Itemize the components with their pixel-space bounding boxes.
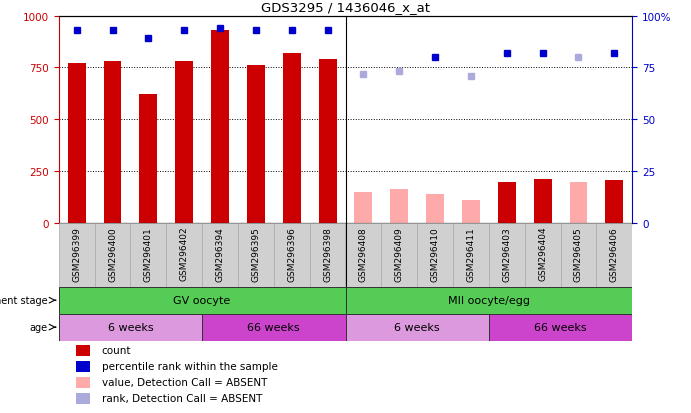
Bar (354, 192, 372, 223)
Bar (211, 31, 229, 223)
Bar (68, 64, 86, 223)
Bar (95, 223, 131, 287)
Text: count: count (102, 346, 131, 356)
Text: GSM296409: GSM296409 (395, 226, 404, 281)
Bar (76, 345, 91, 356)
Text: GSM296404: GSM296404 (538, 226, 547, 281)
Text: GSM296398: GSM296398 (323, 226, 332, 281)
Text: GSM296403: GSM296403 (502, 226, 511, 281)
Bar (498, 183, 515, 223)
Bar (59, 314, 202, 341)
Bar (131, 223, 167, 287)
Text: 6 weeks: 6 weeks (395, 322, 440, 332)
Bar (346, 223, 381, 287)
Text: GSM296400: GSM296400 (108, 226, 117, 281)
Text: GSM296395: GSM296395 (252, 226, 261, 281)
Text: value, Detection Call = ABSENT: value, Detection Call = ABSENT (102, 377, 267, 387)
Bar (462, 200, 480, 223)
Bar (596, 223, 632, 287)
Bar (283, 54, 301, 223)
Text: GV oocyte: GV oocyte (173, 295, 231, 306)
Text: GSM296405: GSM296405 (574, 226, 583, 281)
Text: 66 weeks: 66 weeks (534, 322, 587, 332)
Bar (533, 180, 551, 223)
Bar (59, 223, 95, 287)
Bar (310, 223, 346, 287)
Bar (140, 95, 158, 223)
Text: age: age (29, 322, 47, 332)
Text: GSM296399: GSM296399 (72, 226, 81, 281)
Bar (346, 287, 632, 314)
Bar (560, 223, 596, 287)
Bar (167, 223, 202, 287)
Bar (489, 223, 524, 287)
Bar (390, 190, 408, 223)
Text: GSM296396: GSM296396 (287, 226, 296, 281)
Bar (417, 223, 453, 287)
Bar (319, 60, 337, 223)
Bar (247, 66, 265, 223)
Bar (569, 183, 587, 223)
Bar (59, 287, 346, 314)
Text: percentile rank within the sample: percentile rank within the sample (102, 361, 278, 371)
Text: development stage: development stage (0, 295, 47, 306)
Title: GDS3295 / 1436046_x_at: GDS3295 / 1436046_x_at (261, 1, 430, 14)
Bar (238, 223, 274, 287)
Text: GSM296401: GSM296401 (144, 226, 153, 281)
Text: GSM296408: GSM296408 (359, 226, 368, 281)
Text: GSM296411: GSM296411 (466, 226, 475, 281)
Text: 6 weeks: 6 weeks (108, 322, 153, 332)
Text: 66 weeks: 66 weeks (247, 322, 300, 332)
Bar (176, 62, 193, 223)
Bar (346, 314, 489, 341)
Text: GSM296410: GSM296410 (430, 226, 439, 281)
Bar (524, 223, 560, 287)
Bar (426, 194, 444, 223)
Bar (381, 223, 417, 287)
Bar (489, 314, 632, 341)
Bar (453, 223, 489, 287)
Bar (76, 377, 91, 388)
Text: GSM296402: GSM296402 (180, 226, 189, 281)
Bar (104, 62, 122, 223)
Text: MII oocyte/egg: MII oocyte/egg (448, 295, 530, 306)
Bar (274, 223, 310, 287)
Bar (202, 314, 346, 341)
Bar (605, 181, 623, 223)
Bar (76, 393, 91, 404)
Bar (202, 223, 238, 287)
Text: rank, Detection Call = ABSENT: rank, Detection Call = ABSENT (102, 393, 262, 403)
Text: GSM296394: GSM296394 (216, 226, 225, 281)
Text: GSM296406: GSM296406 (610, 226, 619, 281)
Bar (76, 361, 91, 372)
